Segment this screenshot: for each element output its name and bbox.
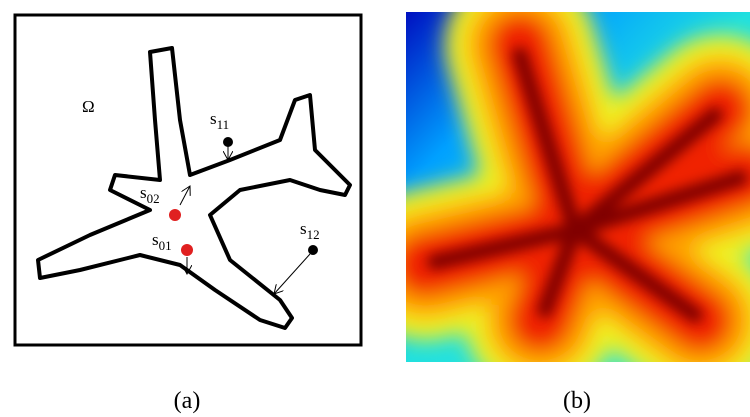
- point: [308, 245, 318, 255]
- caption: (a): [174, 388, 201, 414]
- point: [169, 209, 181, 221]
- heat-layers: [425, 45, 745, 320]
- point: [223, 137, 233, 147]
- label-base: s: [140, 183, 147, 202]
- distance-map: [406, 12, 750, 362]
- omega-label: Ω: [82, 97, 95, 116]
- label-base: s: [210, 109, 217, 128]
- label-sub: 11: [217, 117, 230, 132]
- figure: Ω s11 s02 s01 s12 (a) (b): [0, 0, 750, 417]
- label-sub: 12: [307, 227, 320, 242]
- label-base: s: [300, 219, 307, 238]
- label-sub: 01: [159, 238, 172, 253]
- label-sub: 02: [147, 191, 160, 206]
- point: [181, 244, 193, 256]
- label-base: s: [152, 230, 159, 249]
- caption: (b): [563, 388, 591, 414]
